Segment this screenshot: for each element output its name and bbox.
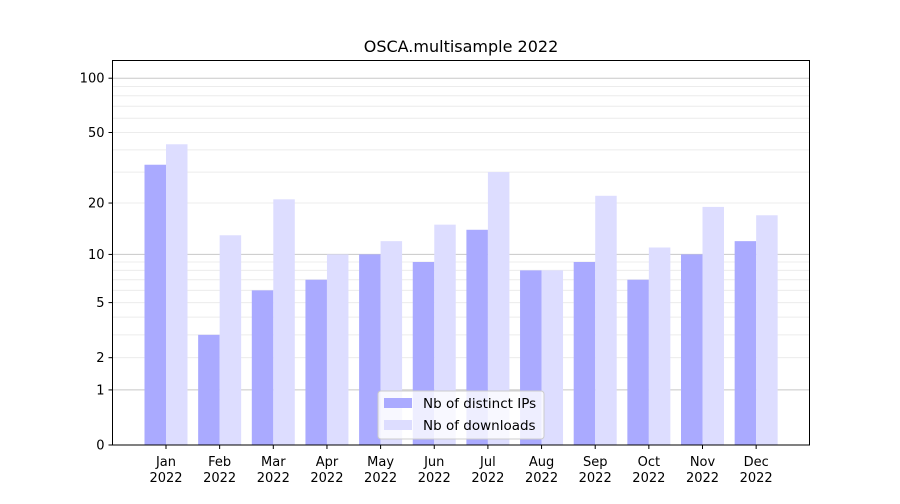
x-tick-label: Sep 2022: [579, 455, 612, 486]
bars: [144, 144, 778, 445]
bar-distinct-ips: [627, 279, 649, 445]
y-tick-label: 50: [88, 126, 105, 141]
x-axis: Jan 2022 Feb 2022 Mar 2022 Apr 2022 May 2022 Jun 20…: [149, 445, 773, 486]
x-tick-label: Dec 2022: [740, 455, 773, 486]
bar-distinct-ips: [198, 334, 220, 445]
legend-box: [377, 390, 545, 440]
bar-downloads: [434, 224, 456, 445]
bar-downloads: [595, 195, 617, 445]
legend: Nb of distinct IPs Nb of downloads: [377, 390, 545, 440]
bar-downloads: [702, 206, 724, 445]
plot-frame: [112, 60, 810, 446]
bar-downloads: [541, 270, 564, 445]
y-tick-label: 5: [96, 296, 104, 311]
legend-label-downloads: Nb of downloads: [423, 418, 536, 434]
bar-distinct-ips: [359, 254, 381, 445]
y-tick-label: 1: [96, 383, 104, 398]
y-tick-label: 100: [80, 72, 105, 87]
bar-distinct-ips: [144, 164, 166, 445]
bar-downloads: [219, 235, 242, 445]
x-tick-label: May 2022: [364, 455, 397, 486]
legend-label-ips: Nb of distinct IPs: [423, 396, 536, 412]
y-axis: 0 1 2 5 10 20 50 100: [80, 72, 113, 454]
bar-distinct-ips: [734, 241, 757, 445]
bar-distinct-ips: [305, 279, 327, 445]
y-tick-label: 10: [88, 248, 105, 263]
bar-downloads: [326, 254, 349, 445]
bar-downloads: [648, 247, 671, 445]
bar-distinct-ips: [573, 262, 596, 445]
legend-swatch-ips: [384, 398, 412, 408]
y-tick-label: 20: [88, 197, 105, 212]
bar-distinct-ips: [251, 290, 274, 445]
legend-swatch-downloads: [384, 420, 412, 430]
x-tick-label: Jun 2022: [418, 455, 451, 486]
bar-downloads: [487, 172, 510, 445]
bar-downloads: [273, 199, 295, 445]
x-tick-label: Jan 2022: [149, 455, 182, 486]
x-tick-label: Oct 2022: [632, 455, 665, 486]
bar-downloads: [166, 144, 188, 445]
y-tick-label: 0: [96, 439, 104, 454]
y-tick-label: 2: [96, 351, 104, 366]
x-tick-label: Mar 2022: [257, 455, 290, 486]
x-tick-label: Apr 2022: [310, 455, 343, 486]
x-tick-label: Nov 2022: [686, 455, 719, 486]
x-tick-label: Feb 2022: [203, 455, 236, 486]
x-tick-label: Aug 2022: [525, 455, 558, 486]
bar-downloads: [756, 215, 778, 445]
chart-title: OSCA.multisample 2022: [364, 37, 559, 56]
x-tick-label: Jul 2022: [471, 455, 504, 486]
bar-distinct-ips: [681, 254, 703, 445]
